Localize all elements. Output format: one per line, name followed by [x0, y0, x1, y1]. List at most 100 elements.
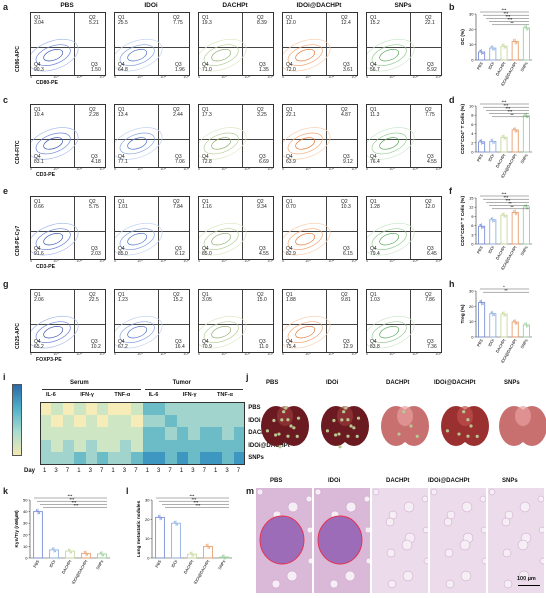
- heatmap-cell: [222, 439, 234, 453]
- data-point: [159, 516, 161, 519]
- x-tick-label: 10⁴: [160, 352, 167, 356]
- x-tick-label: 0: [30, 352, 33, 356]
- lung-photo: [321, 406, 369, 449]
- quadrant-divider-horizontal: [283, 139, 357, 141]
- x-tick-label: PBS: [154, 559, 162, 569]
- significance-stars: ***: [196, 503, 201, 508]
- contour-ring: [119, 132, 155, 155]
- significance-stars: ***: [504, 11, 509, 16]
- x-tick-label: 10⁵: [183, 75, 190, 79]
- data-point: [191, 553, 193, 555]
- x-tick-label: SNPs: [519, 61, 528, 72]
- heatmap-cell: [85, 402, 97, 415]
- flow-plot: Q1 0.66 Q2 5.75 Q4 91.6 Q3 2.03: [30, 196, 106, 260]
- heatmap-cell: [85, 414, 97, 428]
- quadrant-divider-horizontal: [283, 231, 357, 233]
- heatmap-cell: [211, 439, 223, 453]
- quadrant-label-q1: Q1 1.01: [118, 199, 128, 210]
- heatmap-cell: [97, 452, 109, 465]
- heatmap-cell: [142, 439, 154, 453]
- x-tick-label: 10⁴: [244, 167, 251, 171]
- alveolus: [479, 495, 486, 503]
- flow-plot: Q1 1.01 Q2 7.84 Q4 85.0 Q3 6.12: [114, 196, 190, 260]
- significance-stars: **: [510, 204, 514, 209]
- panel-label-m: m: [246, 486, 255, 496]
- data-point: [102, 554, 105, 557]
- heatmap-row-label: IDOi@DACHPt: [248, 442, 290, 449]
- y-tick-label: 0: [471, 58, 474, 63]
- metastatic-nodule: [278, 445, 282, 449]
- x-tick-label: 0: [114, 75, 117, 79]
- alveolus: [403, 501, 415, 513]
- metastatic-nodule: [346, 418, 350, 422]
- x-tick-label: 10³: [53, 75, 59, 79]
- x-tick-label: 10⁴: [412, 259, 419, 263]
- data-point: [501, 43, 504, 46]
- y-tick-label: 10: [145, 536, 150, 541]
- data-point: [53, 549, 55, 551]
- data-point: [514, 211, 516, 214]
- quadrant-label-q2: Q2 22.1: [425, 15, 435, 26]
- metastatic-nodule: [469, 424, 473, 428]
- data-point: [514, 40, 516, 43]
- quadrant-label-q1: Q1 10.4: [34, 107, 44, 118]
- metastatic-nodule: [475, 434, 479, 439]
- x-tick-label: 10³: [221, 167, 227, 171]
- metastatic-nodule: [342, 410, 346, 414]
- quadrant-label-q3: Q3 4.55: [259, 246, 269, 257]
- metastatic-nodule: [265, 429, 270, 433]
- heatmap-cell: [233, 452, 246, 465]
- x-tick-label: 10⁴: [328, 75, 335, 79]
- y-tick-label: 30: [145, 498, 150, 503]
- quadrant-divider-vertical: [325, 197, 327, 259]
- quadrant-label-q1: Q1 3.04: [34, 15, 44, 26]
- contour-ring: [379, 48, 400, 62]
- alveolus: [401, 539, 413, 551]
- day-tick: 7: [236, 468, 241, 474]
- day-tick: 7: [168, 468, 172, 474]
- data-point: [492, 312, 494, 315]
- tissue-pattern: [314, 488, 370, 589]
- quadrant-divider-vertical: [73, 290, 75, 352]
- heatmap-cell: [40, 414, 52, 428]
- heatmap-cell: [188, 402, 200, 415]
- data-point: [527, 28, 529, 31]
- data-point: [525, 324, 528, 326]
- x-tick-label: 0: [114, 259, 117, 263]
- heatmap-cell: [142, 414, 154, 428]
- heatmap-cell: [108, 427, 120, 440]
- significance-stars: ***: [192, 497, 197, 502]
- x-tick-label: 10³: [389, 259, 395, 263]
- quadrant-label-q4: Q4 85.0: [202, 246, 212, 257]
- contour-ring: [295, 232, 316, 246]
- x-tick-label: 0: [198, 75, 201, 79]
- bar: [489, 219, 497, 245]
- quadrant-label-q2: Q2 7.75: [173, 15, 183, 26]
- x-tick-label: 10³: [305, 352, 311, 356]
- density-contours: [367, 222, 415, 256]
- day-tick: 3: [191, 468, 195, 474]
- data-point: [514, 321, 516, 323]
- data-point: [51, 547, 54, 550]
- contour-ring: [35, 44, 71, 66]
- significance-stars: ***: [68, 494, 73, 499]
- tissue-pattern: [488, 488, 544, 589]
- flow-plot: Q1 13.4 Q2 2.44 Q4 77.1 Q3 7.06: [114, 104, 190, 168]
- contour-ring: [35, 228, 71, 250]
- heatmap-cell: [40, 402, 52, 415]
- flow-plot: Q1 10.4 Q2 2.28 Q4 83.1 Q3 4.18: [30, 104, 106, 168]
- x-tick-label: SNPs: [95, 559, 104, 570]
- alveolus: [518, 570, 530, 582]
- quadrant-divider-horizontal: [283, 324, 357, 326]
- quadrant-label-q1: Q1 13.4: [118, 107, 128, 118]
- contour-ring: [115, 127, 163, 160]
- heatmap-cell: [176, 427, 189, 440]
- contour-ring: [31, 127, 79, 160]
- data-point: [503, 313, 505, 315]
- histology-group-title: PBS: [270, 478, 283, 484]
- data-point: [515, 213, 518, 215]
- heatmap-cell: [211, 414, 223, 428]
- y-tick-label: 0: [25, 556, 28, 561]
- metastatic-nodule: [292, 426, 296, 430]
- significance-stars: ***: [72, 500, 77, 505]
